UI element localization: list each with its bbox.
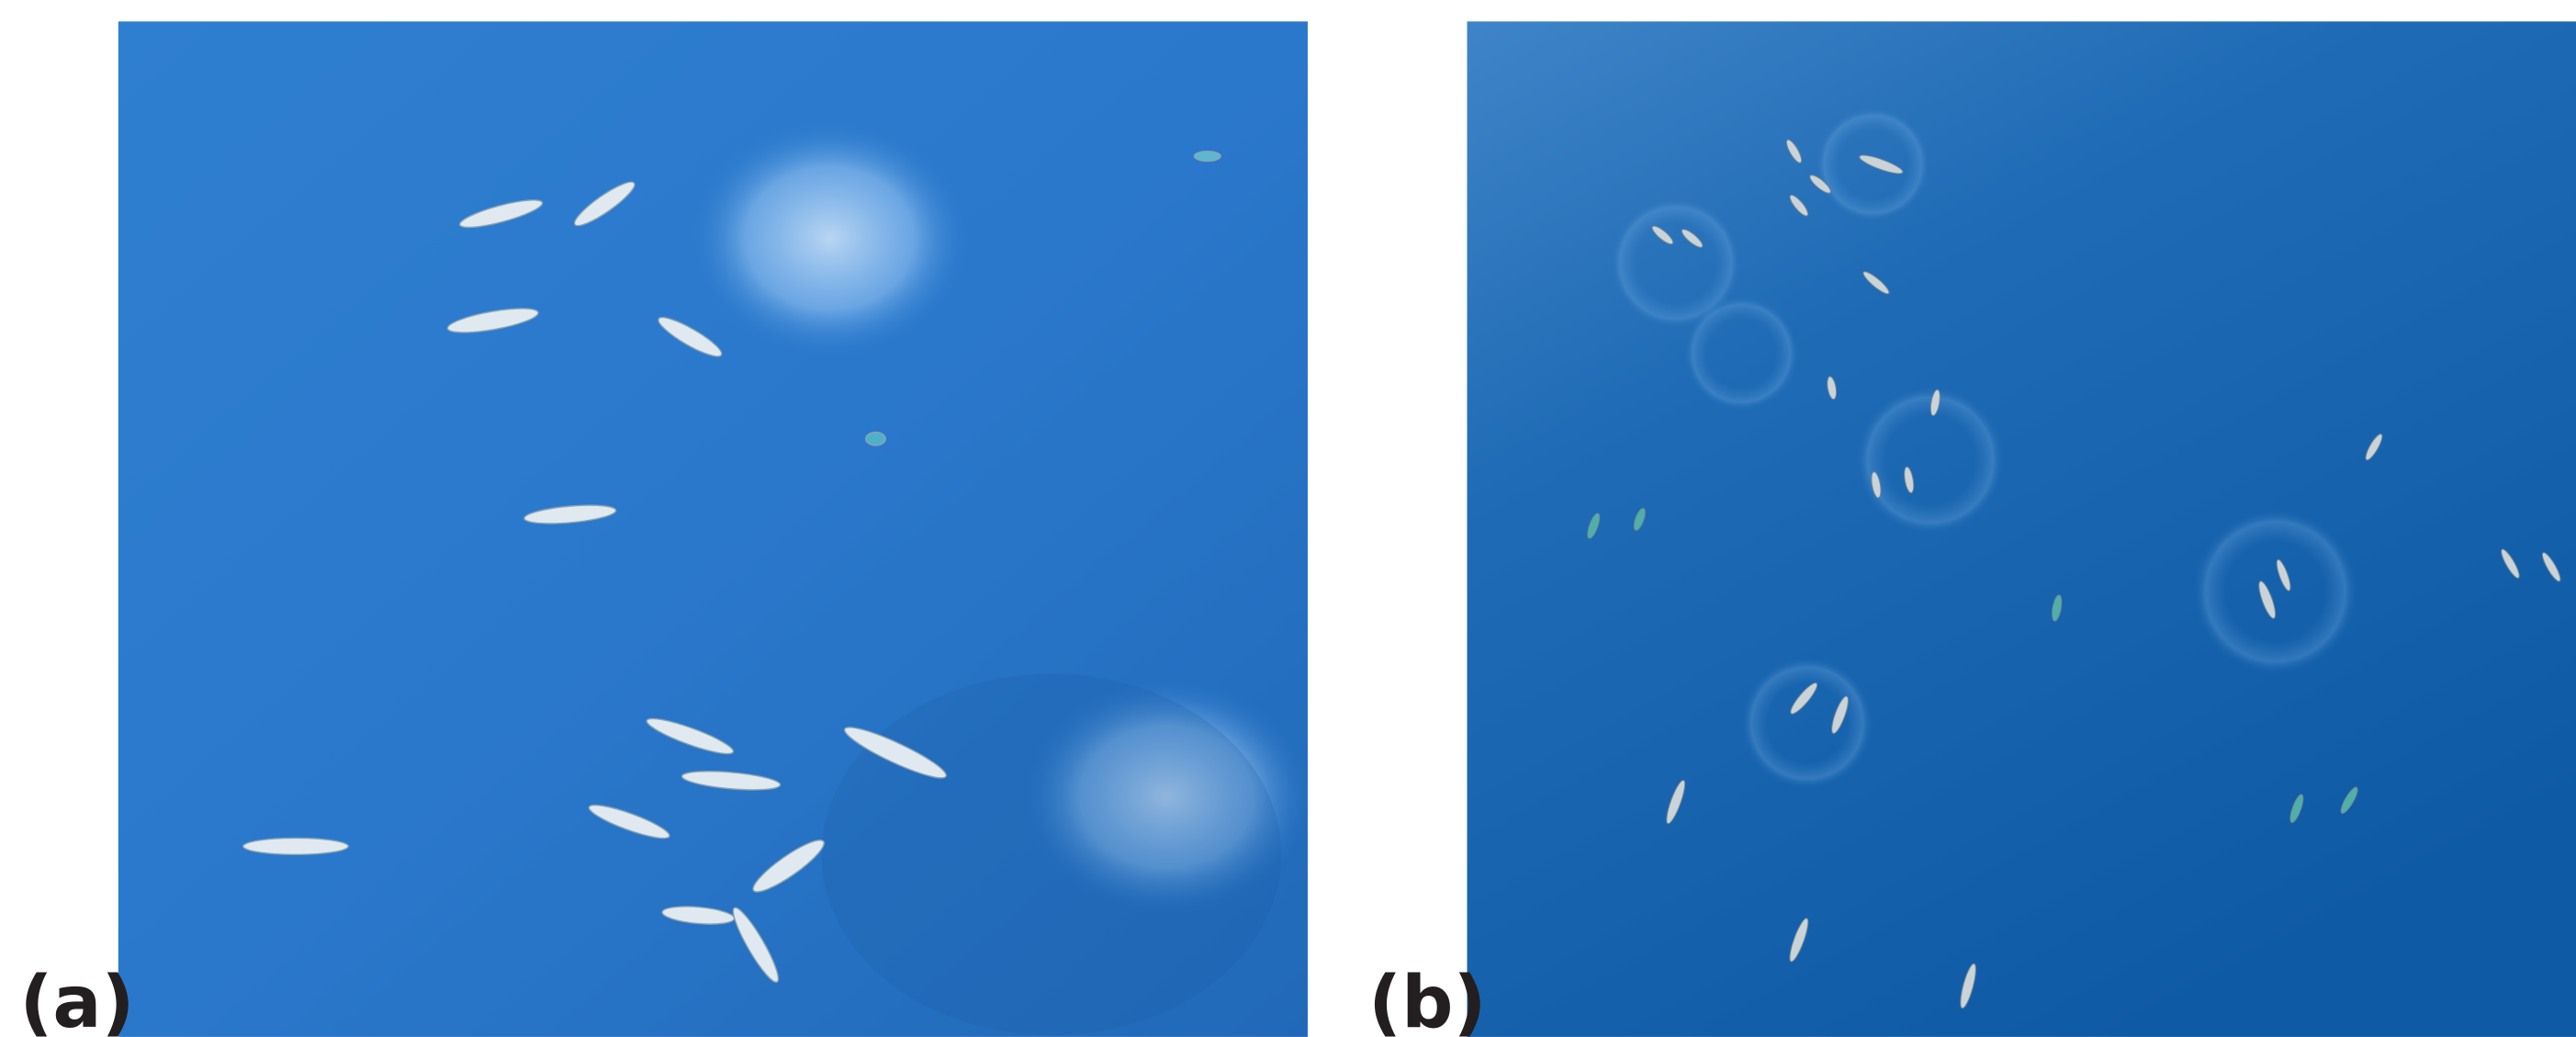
foam xyxy=(690,120,969,357)
ripple xyxy=(2193,510,2357,674)
ripple xyxy=(1741,658,1873,789)
shadow xyxy=(821,674,1281,1036)
photo-a xyxy=(118,21,1311,1037)
panel-label: (b) xyxy=(1368,960,1486,1037)
figure: (a) (b) xyxy=(0,0,2576,1037)
dolphin xyxy=(866,433,885,445)
ripple xyxy=(1684,296,1799,411)
dolphin xyxy=(243,838,348,854)
photo-b xyxy=(1467,21,2576,1037)
dolphin xyxy=(1195,152,1221,162)
sea xyxy=(1467,21,2576,1037)
page: (a) (b) (() => { const data = JSON.parse… xyxy=(0,0,2576,1037)
panel-label: (a) xyxy=(19,960,134,1037)
